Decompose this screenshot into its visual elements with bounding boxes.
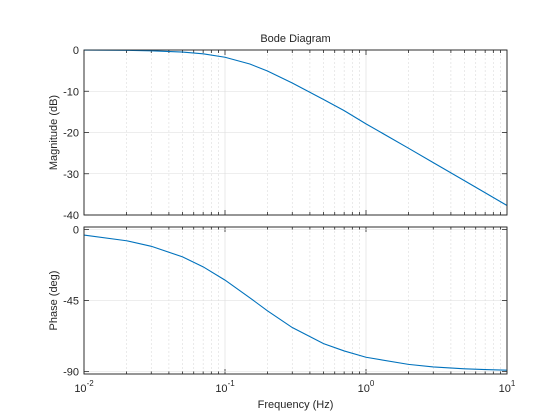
y-tick-label: -30 — [63, 169, 79, 181]
y-tick-label: -10 — [63, 86, 79, 98]
y-tick-label: -90 — [63, 367, 79, 379]
x-axis-label: Frequency (Hz) — [258, 399, 334, 411]
series-line — [83, 49, 508, 206]
y-axis-label: Magnitude (dB) — [48, 95, 60, 170]
y-tick-label: 0 — [73, 224, 79, 236]
x-tick-exponent: 1 — [511, 379, 516, 388]
chart-title: Bode Diagram — [260, 33, 330, 45]
x-tick-label: 101 — [499, 379, 516, 395]
axes-frame — [83, 226, 508, 375]
series-line — [83, 234, 508, 371]
y-tick-label: -40 — [63, 210, 79, 222]
x-tick-label: 10-1 — [215, 379, 235, 395]
x-tick-base: 10 — [499, 383, 511, 395]
x-tick-exponent: 0 — [370, 379, 375, 388]
y-tick-label: -45 — [63, 296, 79, 308]
x-tick-base: 10 — [74, 383, 86, 395]
y-axis-label: Phase (deg) — [48, 271, 60, 331]
x-tick-label: 10-2 — [74, 379, 94, 395]
x-tick-exponent: -1 — [228, 379, 236, 388]
x-tick-base: 10 — [358, 383, 370, 395]
x-tick-exponent: -2 — [87, 379, 95, 388]
y-tick-label: 0 — [73, 45, 79, 57]
x-tick-base: 10 — [215, 383, 227, 395]
axes-frame — [83, 49, 508, 216]
magnitude-axes: 0 -10 -20 -30 -40 Magnitude (dB) Bode Diagram — [48, 33, 508, 222]
x-tick-label: 100 — [358, 379, 375, 395]
y-tick-label: -20 — [63, 128, 79, 140]
